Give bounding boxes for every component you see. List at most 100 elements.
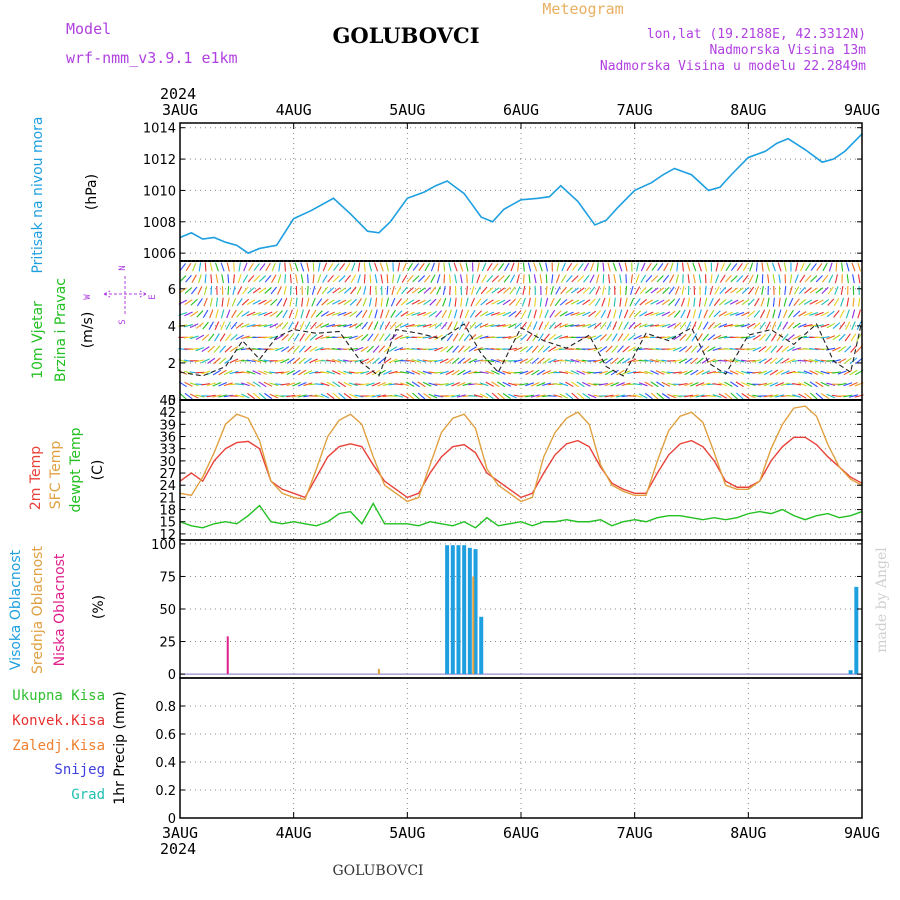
wind-vector [640, 262, 646, 272]
wind-vector [843, 394, 853, 398]
wind-vector [258, 275, 266, 283]
wind-vector [634, 298, 641, 307]
wind-vector [385, 297, 390, 307]
wind-vector [851, 309, 856, 319]
wind-vector [755, 274, 759, 284]
wind-vector [525, 382, 534, 387]
wind-vector [783, 262, 787, 272]
wind-vector [582, 299, 591, 306]
wind-vector [411, 370, 421, 375]
wind-vector [533, 309, 537, 319]
wind-vector [815, 287, 824, 294]
wind-vector [531, 369, 540, 376]
wind-vector [280, 383, 290, 386]
wind-vector [655, 359, 665, 363]
wind-vector [235, 383, 245, 386]
wind-vector [822, 262, 828, 272]
wind-vector [856, 333, 863, 342]
wind-vector [548, 346, 557, 352]
wind-vector [317, 274, 322, 284]
wind-vector [680, 297, 686, 307]
wind-vector [788, 297, 794, 307]
wind-vector [638, 335, 648, 340]
low-cloud-bar [226, 636, 229, 675]
wind-vector [809, 381, 818, 388]
wind-vector [797, 359, 807, 362]
wind-vector [576, 392, 585, 400]
wind-vector [190, 298, 198, 306]
wind-vector [448, 274, 451, 284]
wind-vector [661, 336, 671, 339]
wind-vector [385, 262, 389, 272]
wind-vector [686, 262, 691, 272]
wind-vector [212, 394, 222, 398]
y-tick-label: 33 [159, 443, 176, 458]
wind-vector [231, 297, 237, 307]
wind-vector [417, 311, 426, 316]
wind-vector [564, 359, 574, 363]
wind-vector [650, 392, 659, 400]
wind-vector [392, 274, 395, 284]
wind-vector [338, 275, 346, 283]
wind-vector [411, 324, 421, 327]
wind-vector [417, 381, 426, 388]
wind-vector [789, 285, 793, 295]
wind-vector [445, 370, 455, 376]
wind-vector [439, 358, 449, 364]
wind-vector [388, 358, 398, 364]
wind-vector [491, 287, 500, 294]
wind-vector [343, 381, 352, 387]
wind-vector [204, 262, 207, 272]
wind-vector [400, 323, 409, 328]
wind-vector [405, 370, 415, 375]
wind-vector [718, 382, 728, 387]
wind-vector [282, 297, 288, 307]
wind-vector [400, 310, 409, 317]
wind-vector [669, 274, 675, 283]
wind-vector [396, 286, 402, 295]
wind-vector [294, 309, 299, 319]
wind-vector [679, 333, 687, 341]
wind-vector [348, 347, 358, 351]
wind-vector [332, 299, 341, 305]
wind-vector [752, 334, 761, 341]
wind-vector [724, 370, 733, 375]
wind-vector [619, 297, 622, 307]
wind-vector [491, 370, 500, 375]
wind-vector [820, 381, 830, 387]
wind-vector [288, 309, 293, 319]
wind-vector [258, 381, 267, 388]
wind-vector [411, 299, 421, 305]
wind-vector [793, 286, 800, 295]
wind-vector [293, 345, 300, 353]
wind-vector [712, 383, 722, 386]
wind-vector [714, 274, 720, 284]
wind-vector [361, 321, 368, 330]
wind-vector [394, 383, 404, 386]
wind-vector [252, 311, 262, 316]
wind-vector [396, 274, 401, 284]
wind-vector [479, 393, 489, 399]
wind-vector [326, 311, 335, 317]
wind-vector [258, 299, 267, 305]
wind-vector [551, 274, 554, 284]
wind-vector [195, 359, 205, 363]
wind-vector [841, 262, 844, 272]
wind-vector [657, 263, 664, 271]
wind-vector [787, 334, 795, 341]
wind-vector [391, 285, 395, 295]
wind-vector [577, 263, 584, 271]
wind-vector [343, 336, 353, 339]
wind-vector [760, 297, 765, 307]
wind-vector [281, 321, 289, 330]
wind-vector [593, 371, 603, 374]
wind-vector [463, 345, 471, 353]
wind-vector [497, 381, 506, 388]
wind-vector [521, 309, 527, 319]
wind-vector [772, 309, 776, 319]
wind-vector [468, 346, 477, 352]
wind-vector [650, 359, 660, 363]
high-cloud-bar [467, 547, 472, 675]
wind-vector [644, 359, 654, 363]
wind-vector [832, 322, 841, 330]
